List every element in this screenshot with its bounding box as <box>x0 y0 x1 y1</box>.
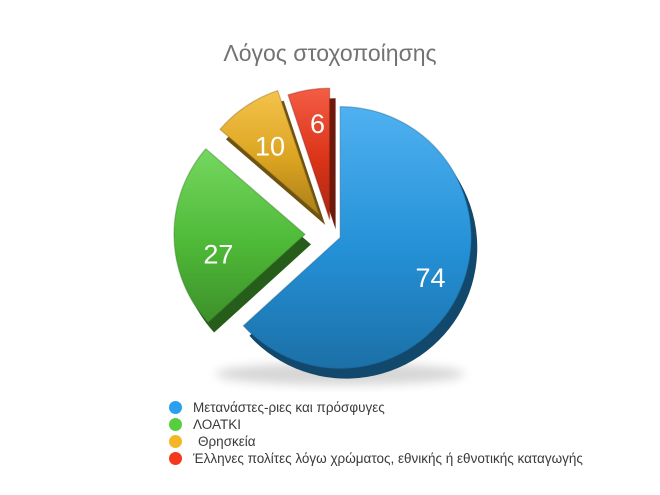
pie-slice-value: 27 <box>203 239 233 269</box>
pie-slice-value: 6 <box>310 109 325 139</box>
pie-slice <box>173 148 306 324</box>
legend: Μετανάστες-ριες και πρόσφυγες ΛΟΑΤΚΙ Θρησκ… <box>169 399 583 467</box>
legend-item: Θρησκεία <box>169 433 583 450</box>
legend-label: Θρησκεία <box>198 434 256 449</box>
legend-label: Έλληνες πολίτες λόγω χρώματος, εθνικής ή… <box>193 451 583 466</box>
pie-slice-value: 74 <box>415 263 445 293</box>
chart-title: Λόγος στοχοποίησης <box>223 40 437 66</box>
legend-marker <box>169 418 182 431</box>
pie-slice <box>242 105 472 370</box>
legend-item: Έλληνες πολίτες λόγω χρώματος, εθνικής ή… <box>169 450 583 467</box>
pie-slice-value: 10 <box>255 131 285 161</box>
pie-slice <box>219 89 320 216</box>
legend-marker <box>169 435 182 448</box>
legend-marker <box>169 452 182 465</box>
legend-label: ΛΟΑΤΚΙ <box>193 417 241 432</box>
legend-label: Μετανάστες-ριες και πρόσφυγες <box>193 400 385 415</box>
legend-item: Μετανάστες-ριες και πρόσφυγες <box>169 399 583 416</box>
legend-marker <box>169 401 182 414</box>
pie-slice <box>287 87 331 220</box>
legend-item: ΛΟΑΤΚΙ <box>169 416 583 433</box>
